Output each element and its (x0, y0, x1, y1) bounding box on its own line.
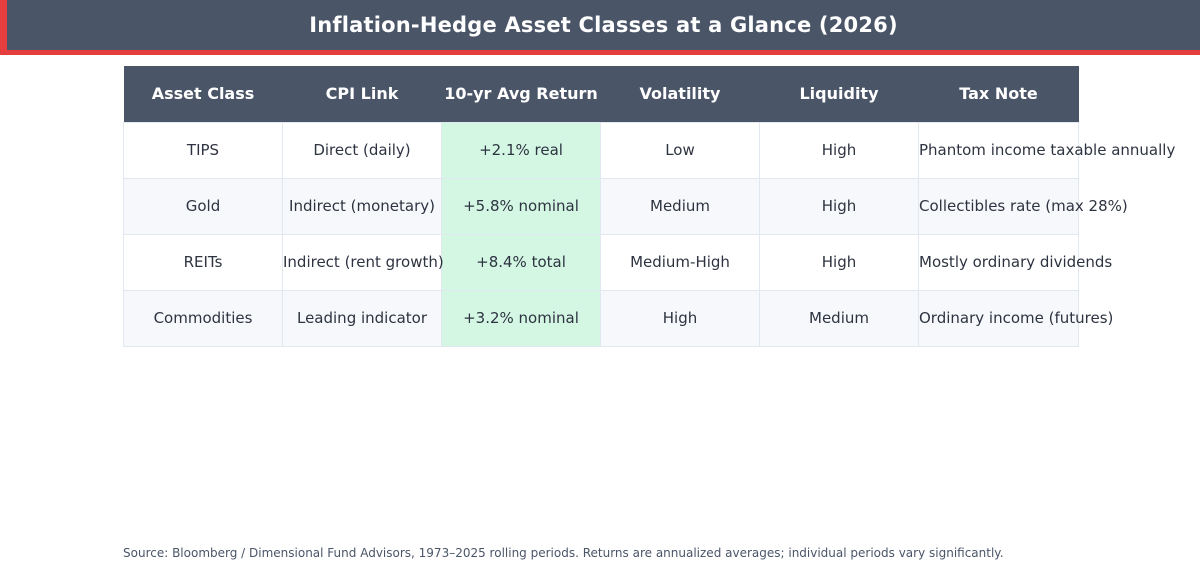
title-bar: Inflation-Hedge Asset Classes at a Glanc… (0, 0, 1200, 55)
table-row: Commodities Leading indicator +3.2% nomi… (123, 289, 1113, 347)
column-header-volatility: Volatility (600, 66, 760, 122)
table-row: TIPS Direct (daily) +2.1% real Low High … (123, 121, 1175, 179)
cell-cpi-link: Indirect (rent growth) (282, 233, 444, 291)
column-header-return: 10-yr Avg Return (441, 66, 601, 122)
table-row: REITs Indirect (rent growth) +8.4% total… (123, 233, 1112, 291)
cell-liquidity: Medium (759, 289, 919, 347)
cell-tax-note: Collectibles rate (max 28%) (918, 177, 1128, 235)
cell-cpi-link: Indirect (monetary) (282, 177, 442, 235)
cell-return: +2.1% real (441, 121, 601, 179)
cell-tax-note: Mostly ordinary dividends (918, 233, 1112, 291)
cell-volatility: High (600, 289, 760, 347)
column-header-liquidity: Liquidity (759, 66, 919, 122)
cell-liquidity: High (759, 233, 919, 291)
cell-asset-class: Gold (123, 177, 283, 235)
cell-asset-class: REITs (123, 233, 283, 291)
comparison-table-container: Asset Class CPI Link 10-yr Avg Return Vo… (123, 66, 1175, 347)
page-title: Inflation-Hedge Asset Classes at a Glanc… (309, 13, 898, 37)
table-header-row: Asset Class CPI Link 10-yr Avg Return Vo… (123, 66, 1079, 122)
cell-asset-class: Commodities (123, 289, 283, 347)
cell-liquidity: High (759, 177, 919, 235)
cell-volatility: Medium-High (600, 233, 760, 291)
cell-cpi-link: Direct (daily) (282, 121, 442, 179)
column-header-cpi-link: CPI Link (282, 66, 442, 122)
cell-return: +8.4% total (441, 233, 601, 291)
cell-cpi-link: Leading indicator (282, 289, 442, 347)
cell-tax-note: Phantom income taxable annually (918, 121, 1175, 179)
cell-return: +3.2% nominal (441, 289, 601, 347)
comparison-table: Asset Class CPI Link 10-yr Avg Return Vo… (123, 66, 1175, 347)
column-header-asset-class: Asset Class (123, 66, 283, 122)
cell-volatility: Medium (600, 177, 760, 235)
cell-return: +5.8% nominal (441, 177, 601, 235)
cell-asset-class: TIPS (123, 121, 283, 179)
cell-liquidity: High (759, 121, 919, 179)
source-note: Source: Bloomberg / Dimensional Fund Adv… (123, 546, 1004, 560)
table-row: Gold Indirect (monetary) +5.8% nominal M… (123, 177, 1128, 235)
cell-volatility: Low (600, 121, 760, 179)
cell-tax-note: Ordinary income (futures) (918, 289, 1113, 347)
column-header-tax-note: Tax Note (918, 66, 1079, 122)
